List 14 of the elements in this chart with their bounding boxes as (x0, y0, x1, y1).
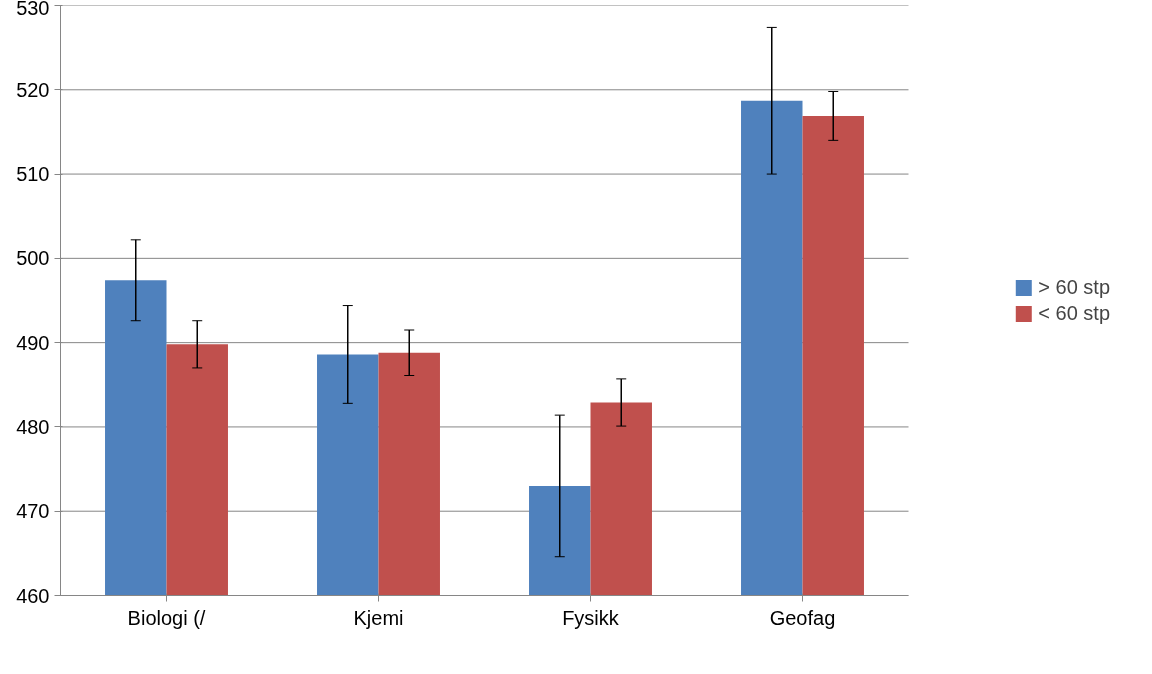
y-tick-label: 510 (16, 163, 50, 186)
y-tick-label: 490 (16, 331, 50, 354)
y-tick-label: 480 (16, 415, 50, 438)
y-tick-label: 500 (16, 247, 50, 270)
x-tick-label: Geofag (769, 606, 836, 629)
y-tick-label: 470 (16, 500, 50, 523)
x-tick-label: Fysikk (562, 606, 620, 629)
y-tick-label: 530 (16, 0, 50, 19)
legend-label: > 60 stp (1038, 275, 1110, 299)
y-tick-label: 460 (16, 584, 50, 607)
x-tick-label: Kjemi (353, 606, 404, 629)
y-tick-label: 520 (16, 78, 50, 101)
legend-label: < 60 stp (1038, 301, 1110, 325)
x-tick-label: Biologi (/ (127, 606, 206, 629)
